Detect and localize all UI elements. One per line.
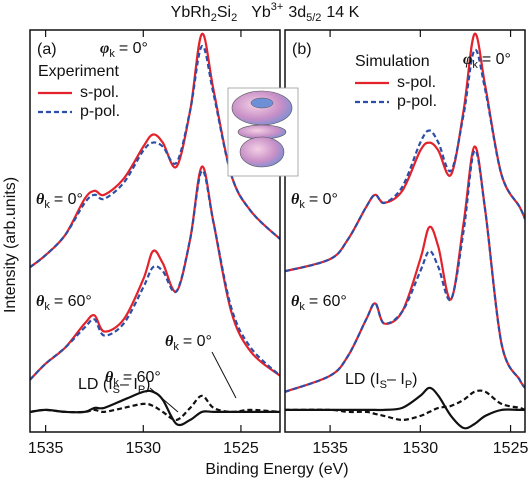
azimuth-label: φk = 0° <box>100 40 148 60</box>
azimuth-label-part: k <box>109 48 115 60</box>
figure-title-part: 3d <box>288 4 306 21</box>
x-tick-label: 1525 <box>223 440 259 457</box>
legend-label: s-pol. <box>397 74 436 91</box>
curve-label: θk = 0° <box>36 191 83 211</box>
figure-title-part: 2 <box>231 12 237 24</box>
ld-pointer-label-part: = 60° <box>123 369 161 386</box>
x-tick-label: 1525 <box>493 440 529 457</box>
line-series <box>285 149 525 393</box>
y-axis-label: Intensity (arb.units) <box>2 177 19 313</box>
curve-label-part: k <box>44 199 50 211</box>
ld-label-part: LD (I <box>345 371 380 388</box>
ld-pointer-label-part: k <box>113 377 119 389</box>
legend-label: p-pol. <box>397 93 437 110</box>
figure-title-part: Si <box>217 4 231 21</box>
figure-title: YbRh2Si2 Yb3+ 3d5/2 14 K <box>171 1 360 24</box>
figure-title-part: 2 <box>211 12 217 24</box>
azimuth-label-part: φ <box>463 51 472 68</box>
curve-label: θk = 0° <box>291 191 338 211</box>
x-tick-label: 1535 <box>28 440 64 457</box>
x-tick-label: 1530 <box>403 440 439 457</box>
figure-title-part: 3+ <box>271 1 284 13</box>
inset-lobe <box>239 136 285 168</box>
line-series <box>285 145 525 393</box>
curve-label-part: θ <box>36 293 45 310</box>
inset-orbital <box>227 87 299 177</box>
azimuth-label-part: = 0° <box>119 40 148 57</box>
ld-pointer-label-part: = 0° <box>183 333 212 350</box>
inset-hole <box>250 97 274 109</box>
ld-label-part: S <box>380 379 387 391</box>
curve-label-part: = 60° <box>309 293 347 310</box>
legend-title: Experiment <box>38 63 119 80</box>
ld-label-part: LD (I <box>78 376 113 393</box>
ld-pointer-label-part: θ <box>105 369 114 386</box>
ld-pointer-label: θk = 0° <box>165 333 212 353</box>
ld-pointer-label-part: k <box>173 341 179 353</box>
curve-label-part: k <box>44 301 50 313</box>
legend-title: Simulation <box>355 53 430 70</box>
ld-label: LD (IS– IP) <box>78 376 150 396</box>
line-series <box>30 44 280 269</box>
curve-label-part: = 0° <box>309 191 338 208</box>
line-series <box>30 394 280 422</box>
azimuth-label-part: k <box>472 59 478 71</box>
ld-label-part: S <box>113 384 120 396</box>
figure-title-part: 5/2 <box>306 12 321 24</box>
leader-line <box>211 351 237 399</box>
x-axis-label: Binding Energy (eV) <box>205 461 348 478</box>
curve-label-part: θ <box>291 191 300 208</box>
ld-pointer-label: θk = 60° <box>105 369 161 389</box>
line-series <box>285 48 525 273</box>
azimuth-label: φk = 0° <box>463 51 511 71</box>
azimuth-label-part: = 0° <box>482 51 511 68</box>
ld-label-part: P <box>405 379 412 391</box>
panel-label: (b) <box>292 41 312 58</box>
curve-label-part: = 0° <box>54 191 83 208</box>
curve-label-part: k <box>299 301 305 313</box>
curve-label-part: θ <box>291 293 300 310</box>
ld-label-part: P <box>138 384 145 396</box>
x-tick-label: 1535 <box>312 440 348 457</box>
legend-label: p-pol. <box>80 103 120 120</box>
azimuth-label-part: φ <box>100 40 109 57</box>
ld-label-part: – I <box>387 371 405 388</box>
plot-frame <box>29 29 281 433</box>
figure-title-part: Yb <box>251 4 271 21</box>
figure-title-part: YbRh <box>171 4 211 21</box>
ld-label-part: ) <box>145 376 150 393</box>
line-series <box>285 389 525 422</box>
curve-label: θk = 60° <box>36 293 92 313</box>
x-tick-label: 1530 <box>125 440 161 457</box>
ld-label-part: ) <box>412 371 417 388</box>
curve-label: θk = 60° <box>291 293 347 313</box>
figure-title-part: 14 K <box>326 4 359 21</box>
curve-label-part: θ <box>36 191 45 208</box>
ld-label-part: – I <box>120 376 138 393</box>
panel-label: (a) <box>37 41 57 58</box>
line-series <box>285 386 525 430</box>
legend-label: s-pol. <box>80 84 119 101</box>
curve-label-part: k <box>299 199 305 211</box>
line-series <box>30 389 280 427</box>
curve-label-part: = 60° <box>54 293 92 310</box>
ld-label: LD (IS– IP) <box>345 371 417 391</box>
plot-frame <box>284 29 526 433</box>
ld-pointer-label-part: θ <box>165 333 174 350</box>
line-series <box>30 169 280 381</box>
leader-line <box>149 387 179 413</box>
